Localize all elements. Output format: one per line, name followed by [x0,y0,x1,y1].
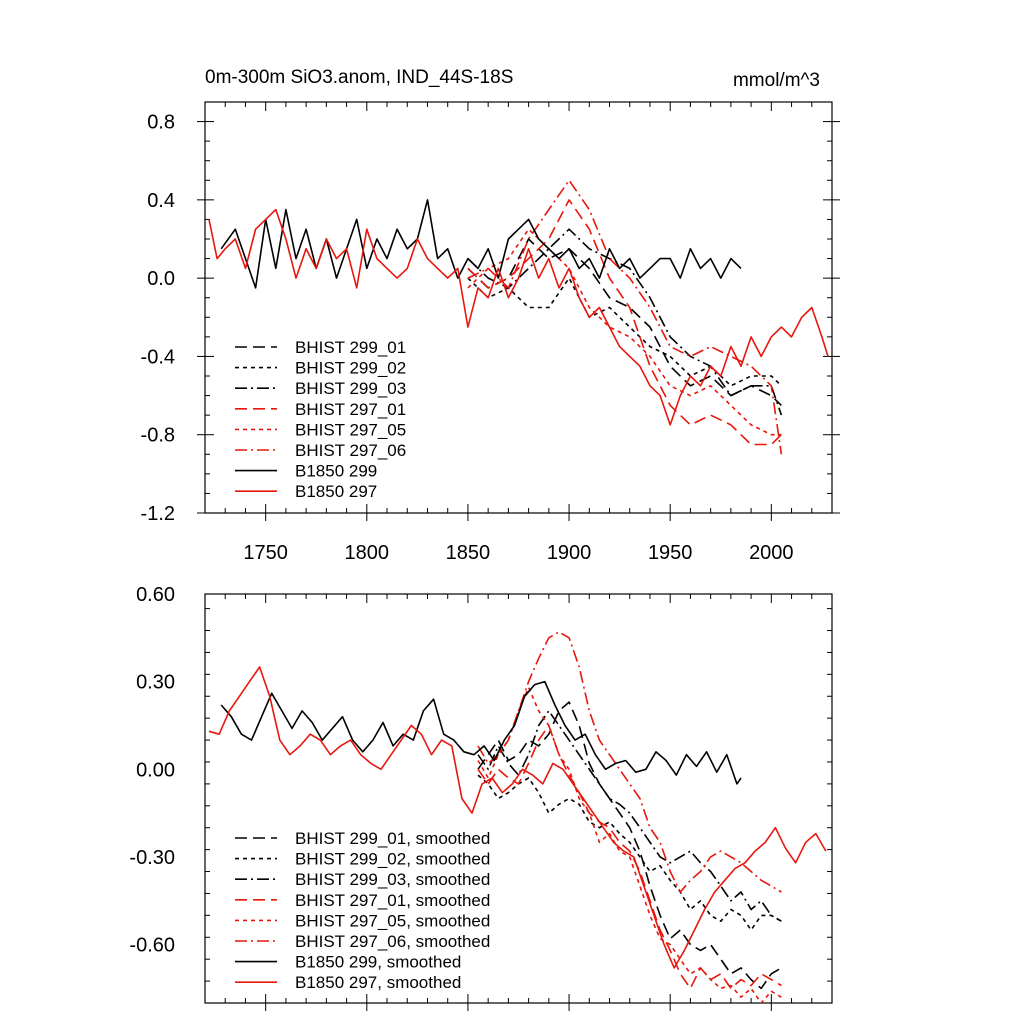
top-series-line-6 [467,179,783,455]
top-x-tick-label: 1900 [547,542,592,564]
top-series-line-4 [467,199,782,446]
top-legend-label: BHIST 297_05 [295,420,406,439]
bottom-series-line-8 [208,666,827,969]
bottom-legend: BHIST 299_01, smoothed BHIST 299_02, smoo… [235,829,490,992]
bottom-series-line-5 [477,686,782,1003]
top-legend-label: BHIST 299_03 [295,379,406,398]
top-x-tick-label: 1950 [648,542,693,564]
bottom-series-line-1 [477,701,782,990]
bottom-legend-label: BHIST 297_06, smoothed [295,932,490,951]
bottom-legend-label: BHIST 297_05, smoothed [295,911,490,930]
top-y-tick-label: -1.2 [141,503,175,525]
top-chart-panel: 0m-300m SiO3.anom, IND_44S-18S mmol/m^3 … [141,67,840,564]
top-plot-frame [204,101,833,514]
top-legend-label: BHIST 297_01 [295,400,406,419]
top-chart-title: 0m-300m SiO3.anom, IND_44S-18S [205,67,513,88]
bottom-y-tick-label: 0.30 [136,672,175,694]
top-series-line-7 [220,199,742,289]
bottom-y-tick-label: 0.00 [136,759,175,781]
top-y-tick-label: 0.4 [147,190,175,212]
top-x-tick-label: 1750 [243,542,288,564]
top-legend-label: B1850 297 [295,482,377,501]
bottom-legend-label: BHIST 299_03, smoothed [295,870,490,889]
top-chart-units: mmol/m^3 [733,70,820,91]
bottom-series-line-6 [477,631,782,893]
top-series-line-5 [467,228,782,436]
bottom-series-line-7 [220,680,742,785]
bottom-chart-panel: -0.60 -0.30 0.00 0.30 0.60 BHIST 299_01, smoo… [129,584,833,1011]
bottom-series-line-2 [477,774,782,931]
top-series-line-3 [467,228,783,416]
bottom-y-tick-label: -0.60 [129,935,175,957]
bottom-y-tick-label: -0.30 [129,847,175,869]
top-x-tick-label: 2000 [749,542,794,564]
bottom-plot-frame [204,593,833,1004]
top-y-tick-label: -0.8 [141,425,175,447]
bottom-series-line-3 [477,710,782,922]
top-legend-label: BHIST 297_06 [295,441,406,460]
top-series-line-2 [467,277,782,387]
bottom-legend-label: BHIST 299_02, smoothed [295,850,490,869]
top-x-tick-label: 1800 [345,542,390,564]
top-y-tick-label: -0.4 [141,346,175,368]
bottom-legend-label: B1850 297, smoothed [295,973,461,992]
bottom-legend-label: B1850 299, smoothed [295,953,461,972]
top-series-line-1 [467,238,782,406]
bottom-series-line-4 [477,724,782,990]
top-y-tick-label: 0.0 [147,268,175,290]
bottom-legend-label: BHIST 297_01, smoothed [295,891,490,910]
top-series-line-8 [208,208,829,426]
top-x-tick-label: 1850 [446,542,491,564]
bottom-legend-label: BHIST 299_01, smoothed [295,829,490,848]
bottom-y-tick-label: 0.60 [136,584,175,606]
top-legend-label: BHIST 299_01 [295,338,406,357]
top-legend-label: B1850 299 [295,462,377,481]
top-y-tick-label: 0.8 [147,112,175,134]
top-legend-label: BHIST 299_02 [295,359,406,378]
